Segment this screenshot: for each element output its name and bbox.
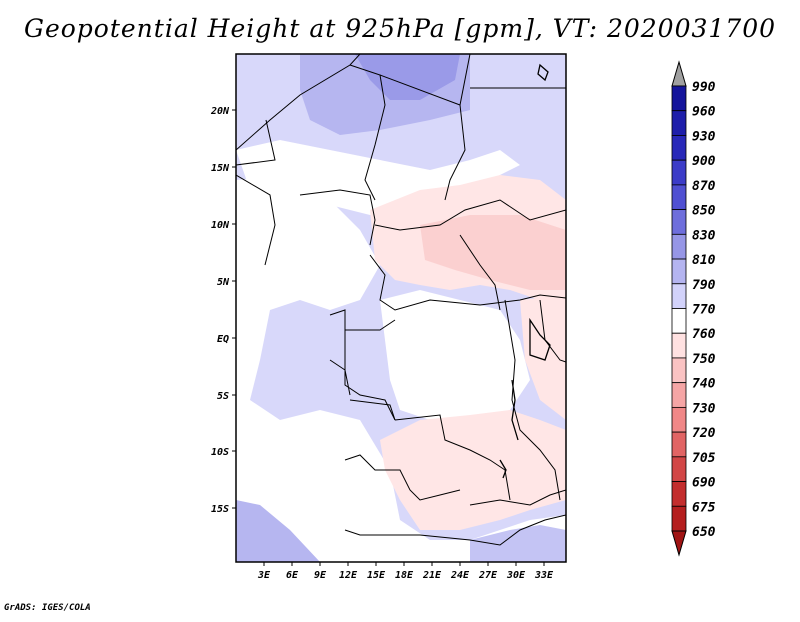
svg-text:10N: 10N: [211, 220, 230, 231]
lat-tick: 5N: [217, 277, 236, 288]
lat-tick: 10N: [211, 220, 236, 231]
colorbar-label: 675: [692, 500, 716, 515]
blue-region-libya: [355, 54, 460, 100]
colorbar-segment: [671, 481, 687, 507]
svg-text:15S: 15S: [211, 504, 229, 515]
svg-text:10S: 10S: [211, 447, 229, 458]
colorbar-label: 740: [692, 377, 716, 392]
pink-region-south: [380, 410, 566, 530]
colorbar-segment: [671, 135, 687, 161]
svg-text:5S: 5S: [217, 391, 229, 402]
lon-tick: 33E: [534, 562, 554, 581]
pink-region-east: [520, 295, 566, 420]
colorbar-segment: [671, 308, 687, 334]
colorbar-label: 720: [692, 426, 716, 441]
colorbar-segment: [671, 110, 687, 136]
colorbar-label: 760: [692, 327, 716, 342]
svg-text:9E: 9E: [314, 570, 327, 581]
colorbar-label: 705: [692, 451, 716, 466]
lon-tick: 24E: [450, 562, 470, 581]
lon-tick: 6E: [286, 562, 299, 581]
colorbar-segment: [671, 233, 687, 260]
colorbar-segment: [671, 456, 687, 482]
lon-tick: 27E: [478, 562, 498, 581]
credit-label: GrADS: IGES/COLA: [4, 603, 91, 613]
svg-text:15N: 15N: [211, 163, 230, 174]
colorbar-label: 930: [692, 129, 716, 144]
colorbar-label: 830: [692, 228, 716, 243]
svg-text:21E: 21E: [422, 570, 442, 581]
lat-tick: 5S: [217, 391, 236, 402]
colorbar-label: 870: [692, 179, 716, 194]
lat-tick: 10S: [211, 447, 236, 458]
colorbar-label: 790: [692, 278, 716, 293]
svg-text:18E: 18E: [395, 570, 414, 581]
colorbar-segment: [671, 258, 687, 285]
colorbar-label: 960: [692, 105, 716, 120]
lat-tick: 20N: [210, 106, 236, 117]
blue-region-southeast: [470, 525, 566, 562]
colorbar-label: 770: [692, 303, 716, 318]
pink-region-core: [420, 215, 566, 290]
lon-tick: 18E: [395, 562, 414, 581]
colorbar-segment: [671, 184, 687, 211]
lat-tick: 15N: [211, 163, 236, 174]
colorbar-segment: [671, 85, 687, 112]
colorbar-segment: [671, 283, 687, 309]
colorbar-label: 730: [692, 401, 716, 416]
svg-text:20N: 20N: [210, 106, 230, 117]
svg-text:5N: 5N: [217, 277, 230, 288]
colorbar-bottom-arrow: [671, 530, 687, 557]
country-borders: [236, 54, 566, 546]
blue-region-southwest: [236, 500, 320, 562]
white-region-west: [236, 175, 566, 562]
colorbar-label: 690: [692, 476, 716, 491]
lon-tick: 12E: [339, 562, 358, 581]
lon-tick: 9E: [314, 562, 327, 581]
colorbar-segment: [671, 382, 687, 408]
svg-text:12E: 12E: [339, 570, 358, 581]
svg-text:30E: 30E: [506, 570, 526, 581]
colorbar-segment: [671, 505, 687, 532]
svg-text:33E: 33E: [534, 570, 554, 581]
colorbar-segment: [671, 159, 687, 186]
lat-tick: EQ: [217, 334, 236, 345]
lon-axis: 3E 6E 9E 12E 15E 18E 21E 24E 27E 30E 33E: [257, 562, 554, 581]
lon-tick: 15E: [367, 562, 386, 581]
svg-text:6E: 6E: [286, 570, 299, 581]
colorbar-top-arrow: [671, 60, 687, 87]
svg-text:27E: 27E: [478, 570, 498, 581]
colorbar-label: 810: [692, 253, 716, 268]
map-frame: [235, 53, 567, 563]
lat-axis: 20N 15N 10N 5N EQ 5S 10S 15S: [210, 106, 236, 515]
colorbar-segment: [671, 209, 687, 235]
colorbar-label: 850: [692, 204, 716, 219]
lon-tick: 3E: [257, 562, 271, 581]
lon-tick: 21E: [422, 562, 442, 581]
lakes: [499, 63, 551, 479]
svg-text:3E: 3E: [257, 570, 271, 581]
colorbar-label: 650: [692, 525, 716, 540]
white-region-center: [380, 290, 530, 420]
svg-text:24E: 24E: [450, 570, 470, 581]
lon-tick: 30E: [506, 562, 526, 581]
colorbar-segment: [671, 357, 687, 384]
colorbar: 990 960 930 900 870 850 830 810 790 770 760 750 740 7…: [671, 60, 716, 557]
svg-text:15E: 15E: [367, 570, 386, 581]
map-title: Geopotential Height at 925hPa [gpm], VT:…: [23, 14, 777, 43]
colorbar-segment: [671, 431, 687, 458]
colorbar-segment: [671, 332, 687, 359]
svg-text:EQ: EQ: [217, 334, 229, 345]
colorbar-segment: [671, 406, 687, 433]
lat-tick: 15S: [211, 504, 236, 515]
colorbar-label: 990: [692, 80, 716, 95]
colorbar-label: 900: [692, 154, 716, 169]
colorbar-label: 750: [692, 352, 716, 367]
